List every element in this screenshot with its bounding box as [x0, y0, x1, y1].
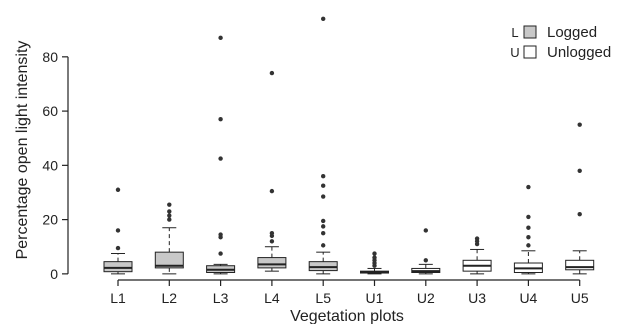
x-tick-label: L2 [162, 290, 178, 306]
outlier-point [423, 258, 428, 263]
outlier-point [218, 251, 223, 256]
legend-key-logged: L [511, 25, 518, 40]
outlier-point [321, 230, 326, 236]
x-tick-label: L4 [264, 290, 280, 306]
boxes-layer [103, 16, 595, 275]
outlier-point [269, 230, 275, 236]
y-tick-label: 60 [42, 103, 58, 119]
y-axis: 0 20 40 60 80 [42, 49, 69, 282]
box-L1 [103, 187, 133, 275]
outlier-point [167, 209, 172, 214]
legend-label-logged: Logged [547, 24, 597, 41]
outlier-point [218, 156, 223, 161]
x-tick-label: L1 [110, 290, 126, 306]
legend-key-unlogged: U [510, 45, 519, 60]
outlier-point [115, 245, 121, 251]
box-U1 [360, 251, 389, 275]
outlier-point [526, 235, 531, 240]
legend: L Logged U Unlogged [510, 24, 611, 61]
y-tick-label: 0 [50, 266, 58, 282]
outlier-point [167, 217, 172, 222]
outlier-point [372, 251, 377, 256]
box-U2 [411, 228, 441, 275]
outlier-point [269, 239, 275, 244]
x-tick-label: U5 [571, 290, 589, 306]
outlier-point [423, 228, 428, 233]
outlier-point [526, 243, 531, 248]
box-U5 [565, 122, 595, 275]
x-tick-label: U1 [366, 290, 384, 306]
outlier-point [526, 184, 531, 190]
box-U4 [513, 184, 543, 275]
x-tick-label: L5 [315, 290, 331, 306]
outlier-point [321, 224, 326, 229]
outlier-point [577, 211, 582, 217]
x-tick-label: L3 [213, 290, 229, 306]
outlier-point [218, 117, 223, 122]
x-axis: L1 L2 L3 L4 L5 U1 U2 U3 U4 U5 [110, 279, 589, 306]
legend-swatch-logged [523, 25, 537, 39]
legend-swatch-unlogged [523, 45, 537, 59]
outlier-point [167, 213, 172, 218]
y-tick-label: 80 [42, 49, 58, 65]
outlier-point [218, 35, 223, 41]
box-L3 [206, 35, 236, 275]
outlier-point [167, 202, 172, 207]
y-tick-label: 40 [42, 157, 58, 173]
outlier-point [577, 122, 582, 127]
box-body [103, 261, 133, 273]
outlier-point [115, 187, 121, 192]
outlier-point [372, 255, 377, 260]
outlier-point [321, 183, 326, 188]
x-tick-label: U2 [417, 290, 435, 306]
x-tick-label: U4 [519, 290, 537, 306]
box-body [154, 251, 184, 269]
box-L4 [257, 70, 287, 272]
outlier-point [474, 236, 480, 241]
outlier-point [269, 188, 275, 194]
outlier-point [577, 168, 582, 173]
outlier-point [218, 232, 223, 237]
legend-label-unlogged: Unlogged [547, 44, 611, 61]
box-body [257, 257, 287, 269]
outlier-point [526, 225, 531, 230]
outlier-point [269, 70, 275, 76]
x-axis-title: Vegetation plots [290, 308, 404, 324]
y-tick-label: 20 [42, 212, 58, 228]
box-L2 [154, 202, 184, 275]
outlier-point [115, 228, 121, 233]
box-body [565, 259, 595, 271]
outlier-point [321, 16, 326, 22]
outlier-point [321, 194, 326, 199]
outlier-point [321, 218, 326, 224]
y-axis-title: Percentage open light intensity [14, 41, 31, 260]
outlier-point [526, 214, 531, 220]
x-tick-label: U3 [468, 290, 486, 306]
box-U3 [462, 236, 492, 275]
outlier-point [321, 243, 326, 248]
outlier-point [321, 173, 326, 179]
box-L5 [308, 16, 338, 275]
